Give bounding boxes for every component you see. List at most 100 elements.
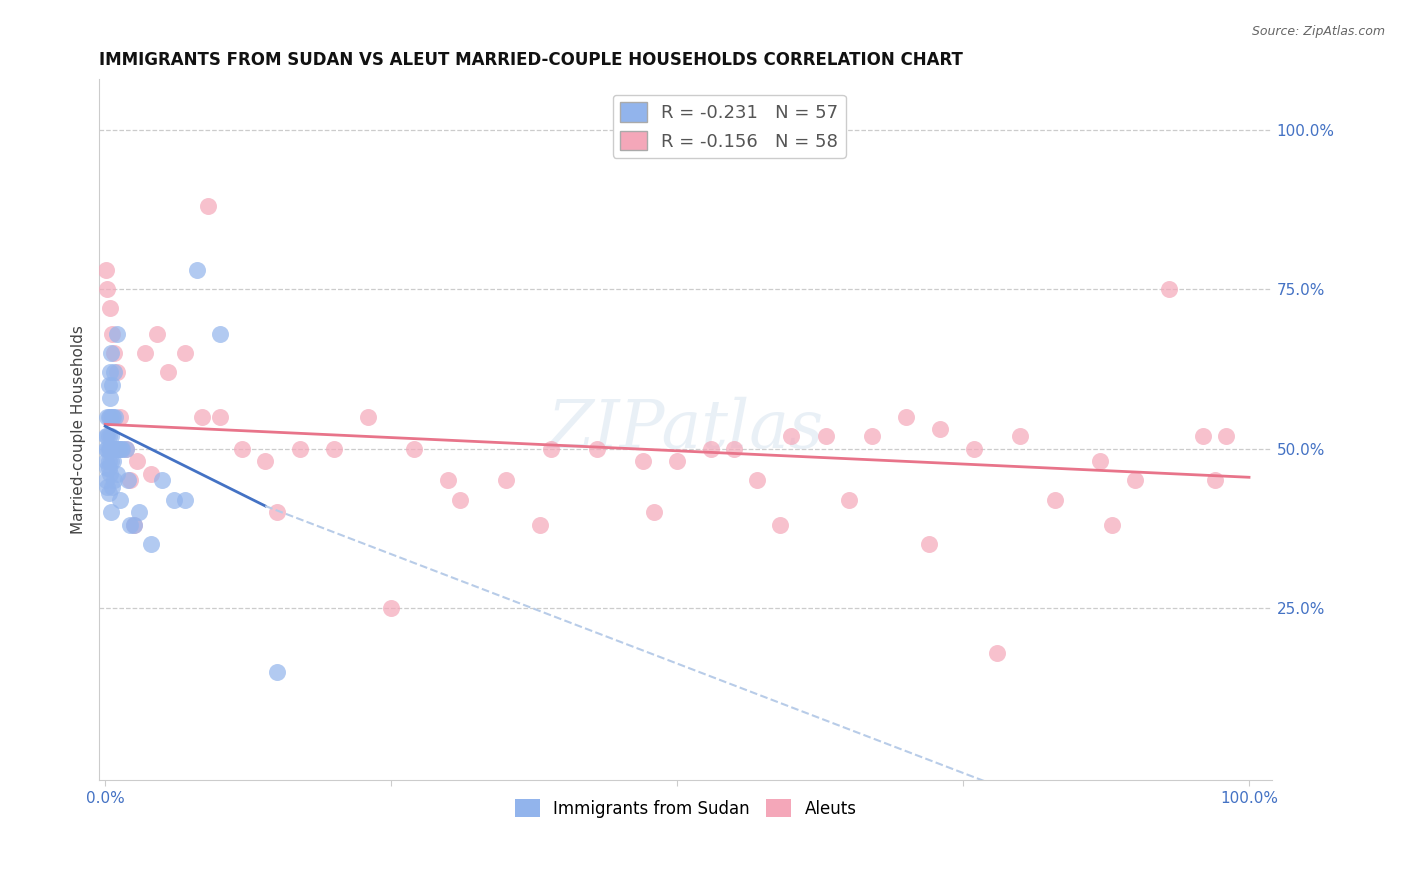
Point bbox=[495, 474, 517, 488]
Point bbox=[98, 301, 121, 316]
Point bbox=[96, 442, 118, 456]
Point bbox=[97, 460, 120, 475]
Point bbox=[97, 454, 120, 468]
Point bbox=[197, 199, 219, 213]
Point bbox=[380, 601, 402, 615]
Point bbox=[814, 429, 837, 443]
Point bbox=[101, 326, 124, 341]
Point bbox=[208, 409, 231, 424]
Point bbox=[98, 442, 121, 456]
Point bbox=[101, 377, 124, 392]
Text: IMMIGRANTS FROM SUDAN VS ALEUT MARRIED-COUPLE HOUSEHOLDS CORRELATION CHART: IMMIGRANTS FROM SUDAN VS ALEUT MARRIED-C… bbox=[100, 51, 963, 69]
Point bbox=[110, 442, 132, 456]
Point bbox=[1123, 474, 1146, 488]
Point bbox=[586, 442, 609, 456]
Point bbox=[98, 391, 121, 405]
Point bbox=[1010, 429, 1032, 443]
Point bbox=[96, 480, 118, 494]
Point bbox=[139, 467, 162, 481]
Point bbox=[929, 422, 952, 436]
Point bbox=[117, 474, 139, 488]
Point bbox=[105, 365, 128, 379]
Point bbox=[103, 442, 125, 456]
Point bbox=[643, 505, 665, 519]
Point bbox=[100, 346, 122, 360]
Point bbox=[894, 409, 917, 424]
Point bbox=[97, 377, 120, 392]
Legend: Immigrants from Sudan, Aleuts: Immigrants from Sudan, Aleuts bbox=[508, 793, 863, 824]
Point bbox=[111, 442, 134, 456]
Point bbox=[97, 409, 120, 424]
Point bbox=[266, 505, 288, 519]
Point bbox=[101, 409, 124, 424]
Point bbox=[100, 429, 122, 443]
Point bbox=[838, 492, 860, 507]
Point bbox=[98, 409, 121, 424]
Point bbox=[100, 442, 122, 456]
Point bbox=[100, 505, 122, 519]
Point bbox=[122, 518, 145, 533]
Point bbox=[157, 365, 180, 379]
Point bbox=[103, 365, 125, 379]
Point bbox=[105, 467, 128, 481]
Text: Source: ZipAtlas.com: Source: ZipAtlas.com bbox=[1251, 25, 1385, 38]
Point bbox=[120, 518, 142, 533]
Point bbox=[1157, 282, 1180, 296]
Point bbox=[963, 442, 986, 456]
Point bbox=[104, 409, 127, 424]
Point bbox=[103, 474, 125, 488]
Point bbox=[666, 454, 689, 468]
Point bbox=[186, 263, 208, 277]
Point bbox=[402, 442, 425, 456]
Point bbox=[266, 665, 288, 679]
Point bbox=[529, 518, 551, 533]
Point bbox=[150, 474, 173, 488]
Point bbox=[174, 346, 197, 360]
Point bbox=[254, 454, 277, 468]
Point bbox=[103, 346, 125, 360]
Point bbox=[101, 442, 124, 456]
Point bbox=[127, 454, 149, 468]
Point bbox=[101, 480, 124, 494]
Point bbox=[97, 486, 120, 500]
Y-axis label: Married-couple Households: Married-couple Households bbox=[72, 325, 86, 534]
Point bbox=[96, 282, 118, 296]
Point bbox=[1204, 474, 1226, 488]
Point bbox=[437, 474, 460, 488]
Point bbox=[101, 409, 124, 424]
Point bbox=[540, 442, 562, 456]
Point bbox=[114, 442, 136, 456]
Point bbox=[97, 429, 120, 443]
Point bbox=[1043, 492, 1066, 507]
Point bbox=[108, 409, 131, 424]
Point bbox=[723, 442, 745, 456]
Point bbox=[700, 442, 723, 456]
Point bbox=[96, 429, 118, 443]
Point bbox=[449, 492, 471, 507]
Point bbox=[96, 442, 118, 456]
Point bbox=[134, 346, 156, 360]
Point bbox=[101, 454, 124, 468]
Point bbox=[114, 442, 136, 456]
Point bbox=[323, 442, 346, 456]
Point bbox=[918, 537, 941, 551]
Point bbox=[163, 492, 186, 507]
Point bbox=[128, 505, 150, 519]
Text: ZIPatlas: ZIPatlas bbox=[547, 397, 824, 462]
Point bbox=[986, 646, 1008, 660]
Point bbox=[96, 429, 118, 443]
Point bbox=[747, 474, 769, 488]
Point bbox=[98, 467, 121, 481]
Point bbox=[96, 454, 118, 468]
Point bbox=[288, 442, 311, 456]
Point bbox=[780, 429, 803, 443]
Point bbox=[98, 365, 121, 379]
Point bbox=[101, 442, 124, 456]
Point bbox=[1192, 429, 1215, 443]
Point bbox=[631, 454, 654, 468]
Point bbox=[1215, 429, 1237, 443]
Point bbox=[108, 442, 131, 456]
Point bbox=[1090, 454, 1112, 468]
Point bbox=[96, 474, 118, 488]
Point bbox=[108, 492, 131, 507]
